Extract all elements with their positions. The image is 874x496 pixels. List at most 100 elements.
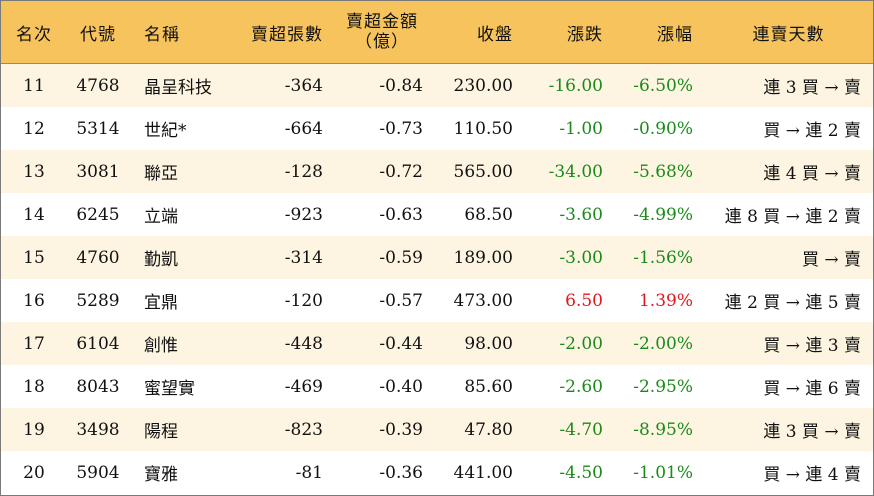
- cell-streak: 連 3 買 → 賣: [763, 422, 861, 442]
- cell-change-pct: -1.56%: [633, 247, 693, 268]
- cell-code: 6245: [76, 204, 120, 225]
- cell-sell-amount: -0.40: [379, 376, 423, 397]
- cell-sell-amount: -0.44: [379, 333, 423, 354]
- cell-streak: 買 → 連 4 賣: [763, 465, 861, 485]
- cell-code: 3498: [76, 419, 120, 440]
- table-header: 名次 代號 名稱 賣超張數 賣超金額 （億） 收盤 漲跌 漲幅 連賣天數: [1, 1, 873, 64]
- cell-sell-amount: -0.36: [379, 462, 423, 483]
- cell-close: 473.00: [453, 290, 513, 311]
- table-row: 15 4760 勤凱 -314 -0.59 189.00 -3.00 -1.56% 買 → 賣: [1, 236, 873, 279]
- cell-name: 晶呈科技: [144, 78, 212, 98]
- cell-sell-amount: -0.84: [379, 75, 423, 96]
- cell-name: 宜鼎: [144, 293, 178, 313]
- cell-streak: 買 → 連 6 賣: [763, 379, 861, 399]
- cell-close: 189.00: [453, 247, 513, 268]
- header-streak: 連賣天數: [752, 24, 825, 45]
- cell-sell-amount: -0.39: [379, 419, 423, 440]
- cell-change: -34.00: [548, 161, 603, 182]
- cell-close: 110.50: [453, 118, 513, 139]
- cell-change: -2.00: [559, 333, 603, 354]
- cell-sell-amount: -0.63: [379, 204, 423, 225]
- cell-name: 創惟: [144, 336, 178, 356]
- cell-change: -4.70: [559, 419, 603, 440]
- cell-sell-volume: -469: [284, 376, 323, 397]
- header-change-pct: 漲幅: [657, 24, 693, 45]
- cell-sell-volume: -664: [284, 118, 323, 139]
- cell-name: 世紀*: [144, 121, 187, 141]
- cell-rank: 18: [23, 376, 45, 397]
- header-rank: 名次: [16, 24, 52, 45]
- cell-name: 立端: [144, 207, 178, 227]
- cell-code: 5314: [76, 118, 120, 139]
- cell-rank: 20: [23, 462, 45, 483]
- cell-streak: 買 → 連 2 賣: [763, 121, 861, 141]
- cell-change: 6.50: [565, 290, 603, 311]
- cell-change-pct: -0.90%: [633, 118, 693, 139]
- table-row: 17 6104 創惟 -448 -0.44 98.00 -2.00 -2.00% 買 → 連 3…: [1, 322, 873, 365]
- cell-sell-volume: -120: [284, 290, 323, 311]
- cell-sell-volume: -923: [284, 204, 323, 225]
- header-code: 代號: [80, 24, 116, 45]
- cell-rank: 19: [23, 419, 45, 440]
- header-name: 名稱: [144, 24, 180, 45]
- cell-name: 陽程: [144, 422, 178, 442]
- cell-name: 勤凱: [144, 250, 178, 270]
- cell-code: 6104: [76, 333, 120, 354]
- cell-rank: 11: [23, 75, 45, 96]
- cell-streak: 連 2 買 → 連 5 賣: [724, 293, 861, 313]
- cell-rank: 16: [23, 290, 45, 311]
- cell-code: 8043: [76, 376, 120, 397]
- header-close: 收盤: [477, 24, 513, 45]
- cell-close: 230.00: [453, 75, 513, 96]
- cell-change-pct: -6.50%: [633, 75, 693, 96]
- cell-streak: 連 8 買 → 連 2 賣: [724, 207, 861, 227]
- cell-close: 85.60: [464, 376, 513, 397]
- header-change: 漲跌: [567, 24, 603, 45]
- cell-change-pct: -2.95%: [633, 376, 693, 397]
- cell-streak: 連 4 買 → 賣: [763, 164, 861, 184]
- cell-sell-volume: -314: [284, 247, 323, 268]
- cell-close: 565.00: [453, 161, 513, 182]
- cell-code: 5904: [76, 462, 120, 483]
- cell-sell-volume: -448: [284, 333, 323, 354]
- cell-name: 蜜望實: [144, 379, 195, 399]
- cell-rank: 15: [23, 247, 45, 268]
- header-sell-amount-line1: 賣超金額: [346, 12, 418, 32]
- header-sell-volume: 賣超張數: [251, 24, 323, 45]
- cell-close: 98.00: [464, 333, 513, 354]
- cell-sell-volume: -128: [284, 161, 323, 182]
- cell-code: 5289: [76, 290, 120, 311]
- cell-code: 4768: [76, 75, 120, 96]
- cell-close: 68.50: [464, 204, 513, 225]
- cell-change-pct: -5.68%: [633, 161, 693, 182]
- table-row: 11 4768 晶呈科技 -364 -0.84 230.00 -16.00 -6.50% 連 3…: [1, 64, 873, 107]
- cell-sell-volume: -364: [284, 75, 323, 96]
- table-row: 16 5289 宜鼎 -120 -0.57 473.00 6.50 1.39% 連 2 買 → …: [1, 279, 873, 322]
- cell-rank: 12: [23, 118, 45, 139]
- cell-change: -1.00: [559, 118, 603, 139]
- table-row: 18 8043 蜜望實 -469 -0.40 85.60 -2.60 -2.95% 買 → 連 …: [1, 365, 873, 408]
- cell-change-pct: -1.01%: [633, 462, 693, 483]
- cell-change: -3.00: [559, 247, 603, 268]
- cell-change: -3.60: [559, 204, 603, 225]
- cell-code: 3081: [76, 161, 120, 182]
- cell-change-pct: -4.99%: [633, 204, 693, 225]
- cell-streak: 買 → 連 3 賣: [763, 336, 861, 356]
- cell-sell-volume: -81: [295, 462, 323, 483]
- cell-change: -16.00: [548, 75, 603, 96]
- table-row: 13 3081 聯亞 -128 -0.72 565.00 -34.00 -5.68% 連 4 買…: [1, 150, 873, 193]
- cell-sell-amount: -0.73: [379, 118, 423, 139]
- cell-change: -2.60: [559, 376, 603, 397]
- cell-change-pct: -8.95%: [633, 419, 693, 440]
- cell-streak: 連 3 買 → 賣: [763, 78, 861, 98]
- cell-name: 寶雅: [144, 465, 178, 485]
- cell-code: 4760: [76, 247, 120, 268]
- cell-close: 441.00: [453, 462, 513, 483]
- cell-change-pct: 1.39%: [638, 290, 693, 311]
- header-sell-amount-line2: （億）: [355, 32, 409, 52]
- table-row: 12 5314 世紀* -664 -0.73 110.50 -1.00 -0.90% 買 → 連…: [1, 107, 873, 150]
- cell-name: 聯亞: [144, 164, 178, 184]
- cell-change-pct: -2.00%: [633, 333, 693, 354]
- table-row: 20 5904 寶雅 -81 -0.36 441.00 -4.50 -1.01% 買 → 連 4…: [1, 451, 873, 494]
